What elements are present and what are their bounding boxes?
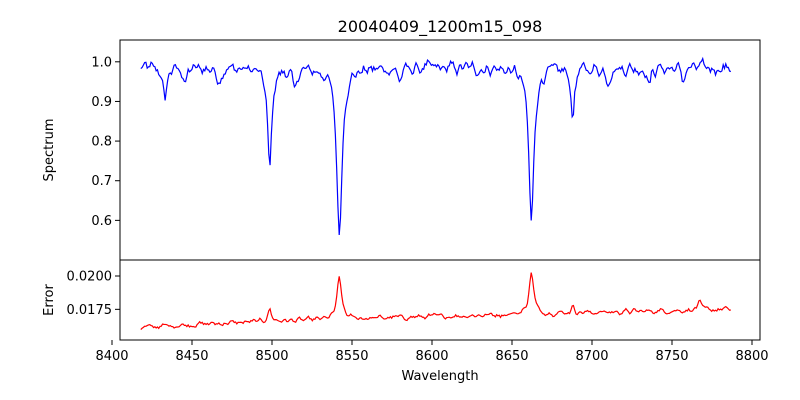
spectrum-y-tick-label: 0.7 [91,174,112,189]
error-y-axis: 0.0175 0.0200 [67,270,120,318]
x-tick-label: 8650 [495,349,528,364]
chart-title: 20040409_1200m15_098 [338,17,543,37]
x-tick-label: 8600 [415,349,448,364]
error-y-axis-label: Error [42,284,57,316]
x-axis-label: Wavelength [401,369,478,384]
spectrum-y-tick-label: 1.0 [91,55,112,70]
error-panel: 0.0175 0.0200 8400 8450 8500 8550 8600 8650 870… [42,259,769,384]
spectrum-plot-area [140,56,732,236]
x-tick-label: 8500 [255,349,288,364]
spectrum-series-line [140,56,732,236]
x-tick-label: 8550 [335,349,368,364]
error-axes-frame [119,259,761,341]
spectrum-y-tick-label: 0.6 [91,214,112,229]
spectrum-y-axis: 0.6 0.7 0.8 0.9 1.0 [91,55,120,229]
spectrum-y-axis-label: Spectrum [42,119,57,182]
spectrum-y-tick-label: 0.9 [91,95,112,110]
wavelength-x-axis: 8400 8450 8500 8550 8600 8650 8700 8750 8800 [95,340,769,364]
x-tick-label: 8800 [735,349,768,364]
x-tick-label: 8750 [655,349,688,364]
spectrum-y-tick-label: 0.8 [91,135,112,150]
error-y-tick-label: 0.0175 [67,303,113,318]
error-series-line [140,272,732,330]
error-y-tick-label: 0.0200 [67,270,113,285]
x-tick-label: 8400 [95,349,128,364]
spectrum-panel: 0.6 0.7 0.8 0.9 1.0 Spectrum [42,39,761,261]
x-tick-label: 8700 [575,349,608,364]
x-tick-label: 8450 [175,349,208,364]
error-plot-area [140,272,732,330]
